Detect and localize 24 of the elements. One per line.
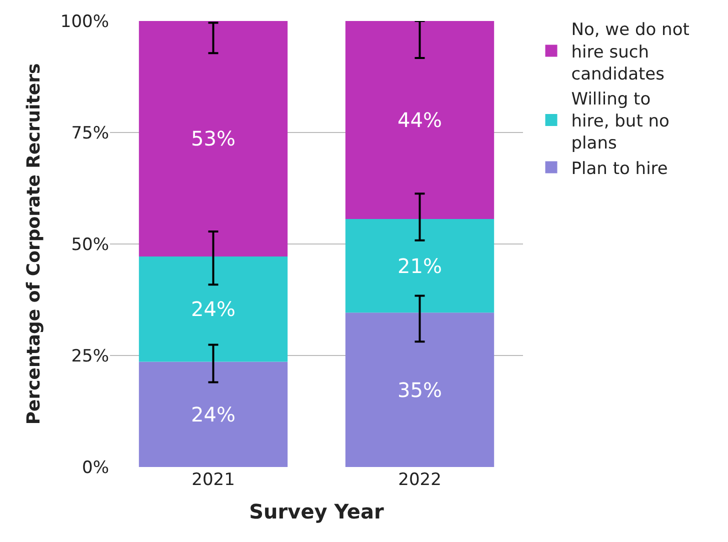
y-tick-label: 100% — [60, 12, 109, 32]
bar — [345, 312, 494, 467]
data-label: 44% — [398, 108, 442, 132]
data-label: 24% — [191, 297, 236, 322]
x-tick-label: 2021 — [192, 470, 235, 490]
x-axis-title: Survey Year — [249, 500, 384, 524]
y-tick-label: 0% — [82, 458, 109, 478]
legend-label: No, we do not hire such candidates — [571, 20, 690, 84]
data-label: 21% — [398, 254, 442, 278]
legend-label: Plan to hire — [571, 158, 668, 179]
data-label: 35% — [398, 378, 442, 402]
x-tick-label: 2022 — [398, 470, 442, 490]
y-tick-label: 25% — [71, 346, 109, 366]
y-tick-label: 75% — [71, 123, 109, 144]
data-label: 53% — [191, 126, 236, 151]
bar — [138, 256, 288, 362]
bar — [138, 362, 288, 467]
data-label: 24% — [191, 402, 236, 426]
y-axis-title: Percentage of Corporate Recruiters — [24, 63, 45, 425]
bar — [138, 21, 288, 256]
y-tick-label: 50% — [71, 234, 109, 255]
legend-label: Willing to hire, but no plans — [571, 90, 670, 154]
bar — [345, 21, 494, 220]
bar — [345, 219, 494, 313]
